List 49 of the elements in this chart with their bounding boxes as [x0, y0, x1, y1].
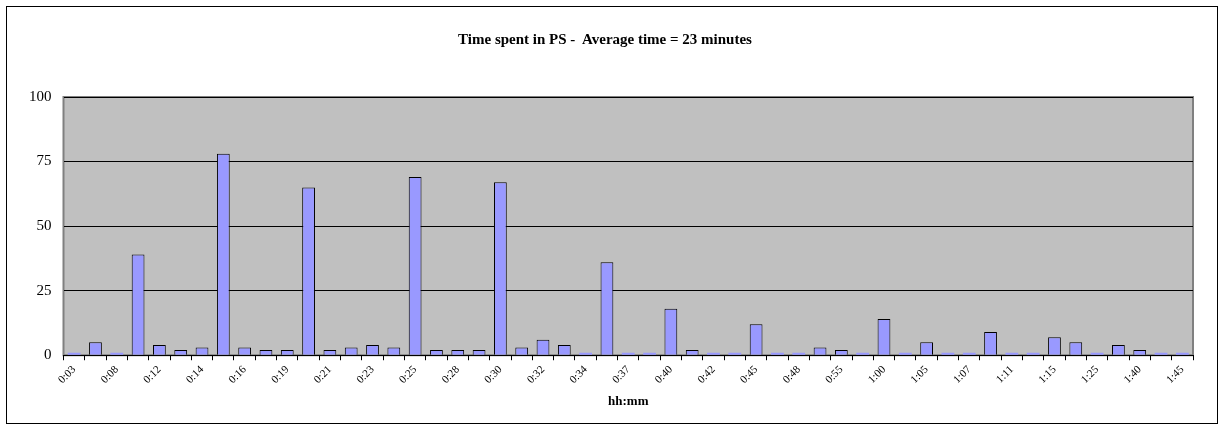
x-tick-label: 0:23	[353, 362, 377, 386]
x-tick-label: 1:11	[993, 362, 1016, 385]
bar	[67, 352, 81, 355]
bar	[1175, 352, 1189, 355]
x-tick-label: 0:14	[183, 362, 206, 386]
x-tick-label: 0:32	[524, 362, 547, 386]
x-tick-label: 0:45	[737, 362, 760, 386]
x-tick-label: 0:12	[140, 362, 163, 386]
x-tick-label: 1:05	[907, 362, 931, 386]
bar	[621, 352, 635, 355]
bar	[1005, 352, 1019, 355]
x-tick-label: 0:03	[55, 362, 78, 386]
bar	[792, 352, 806, 355]
bar	[110, 352, 124, 355]
x-tick-label: 1:40	[1120, 362, 1144, 386]
bar	[643, 352, 656, 355]
chart-title: Time spent in PS - Average time = 23 minutes	[458, 30, 753, 47]
x-tick-label: 0:42	[694, 362, 717, 386]
bar	[728, 352, 742, 355]
x-tick-label: 0:34	[566, 362, 590, 386]
x-tick-label: 0:19	[268, 362, 292, 386]
bar	[898, 352, 912, 355]
x-tick-label: 0:40	[652, 362, 675, 386]
x-tick-label: 1:45	[1163, 362, 1187, 386]
y-tick-label: 0	[44, 346, 52, 363]
x-tick-label: 0:16	[225, 362, 249, 386]
y-tick-label: 75	[36, 152, 52, 169]
x-tick-label: 0:55	[822, 362, 846, 386]
bar	[707, 352, 720, 355]
x-axis-title: hh:mm	[608, 392, 649, 408]
bar	[579, 352, 593, 355]
bar	[1026, 352, 1040, 355]
x-tick-label: 0:48	[779, 362, 803, 386]
bar	[771, 352, 784, 355]
bar	[962, 352, 976, 355]
x-tick-label: 1:15	[1035, 362, 1059, 386]
x-tick-label: 0:21	[311, 362, 334, 386]
x-tick-label: 0:37	[609, 362, 633, 386]
x-tick-label: 0:30	[481, 362, 505, 386]
x-tick-label: 1:07	[950, 362, 974, 386]
y-tick-label: 50	[36, 217, 52, 234]
x-tick-label: 0:08	[97, 362, 121, 386]
x-tick-label: 0:28	[438, 362, 462, 386]
y-tick-label: 100	[29, 87, 52, 104]
x-tick-label: 1:25	[1078, 362, 1101, 386]
bar	[856, 352, 870, 355]
y-tick-label: 25	[36, 281, 52, 298]
x-tick-label: 0:25	[396, 362, 419, 386]
x-tick-label: 1:00	[865, 362, 888, 386]
